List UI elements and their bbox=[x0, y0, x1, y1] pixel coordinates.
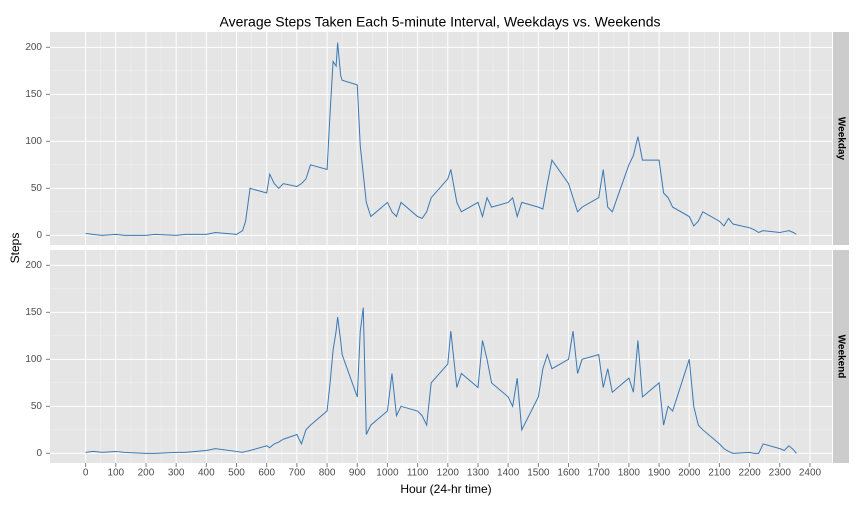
y-tick-label: 0 bbox=[36, 448, 42, 459]
x-tick-label: 2000 bbox=[678, 468, 701, 479]
x-tick-label: 0 bbox=[83, 468, 89, 479]
x-tick-label: 1100 bbox=[407, 468, 429, 479]
x-tick-label: 1500 bbox=[527, 468, 550, 479]
y-tick-label: 200 bbox=[25, 260, 42, 271]
y-axis-label: Steps bbox=[8, 233, 22, 264]
x-tick-label: 1400 bbox=[497, 468, 520, 479]
y-tick-label: 150 bbox=[25, 307, 42, 318]
panel-background bbox=[50, 250, 832, 463]
y-tick-label: 200 bbox=[25, 42, 42, 53]
chart-title: Average Steps Taken Each 5-minute Interv… bbox=[220, 14, 661, 30]
strip-label: Weekend bbox=[835, 335, 846, 379]
panel-background bbox=[50, 32, 832, 245]
x-tick-label: 500 bbox=[228, 468, 245, 479]
x-tick-label: 800 bbox=[319, 468, 336, 479]
x-tick-label: 1800 bbox=[618, 468, 641, 479]
x-tick-label: 100 bbox=[107, 468, 124, 479]
x-axis-label: Hour (24-hr time) bbox=[400, 482, 491, 496]
y-tick-label: 0 bbox=[36, 230, 42, 241]
x-tick-label: 200 bbox=[138, 468, 155, 479]
series-line bbox=[85, 42, 797, 236]
x-tick-label: 900 bbox=[349, 468, 366, 479]
y-tick-label: 150 bbox=[25, 89, 42, 100]
x-tick-label: 400 bbox=[198, 468, 215, 479]
strip bbox=[833, 32, 849, 245]
x-tick-label: 2100 bbox=[708, 468, 731, 479]
x-tick-label: 1200 bbox=[437, 468, 460, 479]
y-tick-label: 100 bbox=[25, 136, 42, 147]
x-tick-label: 600 bbox=[258, 468, 275, 479]
x-tick-label: 1700 bbox=[588, 468, 611, 479]
y-tick-label: 50 bbox=[31, 183, 43, 194]
y-tick-label: 50 bbox=[31, 401, 43, 412]
x-tick-label: 2300 bbox=[769, 468, 792, 479]
x-tick-label: 1900 bbox=[648, 468, 671, 479]
strip-label: Weekday bbox=[835, 117, 846, 161]
x-tick-label: 2400 bbox=[799, 468, 822, 479]
x-tick-label: 1600 bbox=[557, 468, 580, 479]
x-tick-label: 2200 bbox=[738, 468, 761, 479]
strip bbox=[833, 250, 849, 463]
x-tick-label: 300 bbox=[168, 468, 185, 479]
x-tick-label: 1000 bbox=[376, 468, 399, 479]
x-tick-label: 700 bbox=[289, 468, 306, 479]
series-line bbox=[85, 307, 797, 454]
x-tick-label: 1300 bbox=[467, 468, 490, 479]
y-tick-label: 100 bbox=[25, 354, 42, 365]
